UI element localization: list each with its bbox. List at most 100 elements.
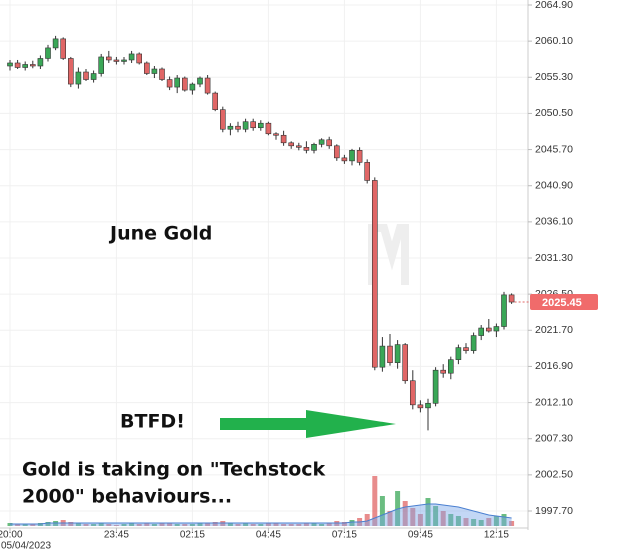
candle-body [394, 344, 401, 363]
volume-bar [463, 518, 469, 526]
candle-body [333, 145, 340, 159]
volume-bar [91, 524, 97, 526]
volume-bar [471, 519, 477, 526]
candle-body [478, 327, 485, 336]
volume-bar [410, 508, 416, 526]
note-line: Gold is taking on "Techstock [22, 459, 326, 481]
volume-bar [98, 523, 104, 526]
volume-bar [288, 524, 294, 526]
candle-body [159, 68, 165, 80]
last-price-label: 2025.45 [542, 297, 582, 309]
candle-body [326, 139, 333, 147]
volume-bar [144, 523, 150, 526]
candle-body [303, 147, 310, 151]
volume-bar [45, 522, 51, 526]
volume-bar [402, 501, 408, 526]
volume-bar [372, 476, 378, 526]
candle-body [45, 47, 51, 59]
volume-bar [174, 524, 180, 526]
volume-bar [303, 523, 309, 526]
volume-bar [509, 521, 515, 526]
candle-body [311, 144, 317, 151]
candle-body [501, 294, 507, 327]
candle-body [166, 79, 173, 88]
volume-panel [7, 476, 515, 526]
candle-body [508, 294, 515, 303]
candle-body [364, 162, 371, 181]
volume-bar [243, 523, 249, 526]
candle-body [136, 53, 142, 64]
volume-bar [455, 516, 461, 526]
y-tick-label: 2002.50 [535, 469, 573, 481]
candle-body [387, 345, 393, 363]
volume-bar [440, 511, 446, 526]
candle-body [90, 73, 97, 80]
volume-bar [106, 524, 112, 526]
volume-bar [364, 514, 370, 526]
volume-bar [212, 522, 218, 526]
volume-bar [250, 524, 256, 526]
volume-bar [159, 523, 165, 526]
candle-body [52, 38, 59, 49]
x-tick-label: 20:00 [0, 530, 23, 541]
candle-body [7, 62, 13, 67]
volume-bar [501, 514, 507, 526]
arrow [220, 410, 396, 438]
candles [7, 35, 515, 431]
volume-bar [478, 520, 484, 526]
candle-body [288, 142, 295, 147]
candle-body [98, 56, 104, 74]
y-tick-label: 2060.10 [535, 35, 573, 47]
y-tick-label: 2055.30 [535, 71, 573, 83]
candle-body [470, 335, 477, 351]
y-tick-label: 2050.50 [535, 107, 573, 119]
y-tick-label: 1997.70 [535, 505, 573, 517]
candle-body [144, 62, 150, 74]
volume-bar [341, 522, 347, 526]
candle-body [235, 125, 241, 130]
volume-bar [121, 524, 127, 526]
note-line: 2000" behaviours... [22, 486, 232, 508]
volume-bar [349, 520, 355, 526]
x-tick-label: 02:15 [180, 530, 205, 541]
volume-bar [75, 523, 81, 526]
volume-bar [68, 522, 74, 526]
y-tick-label: 2036.10 [535, 216, 573, 228]
candle-body [455, 347, 462, 360]
volume-bar [167, 523, 173, 526]
candle-body [204, 77, 211, 94]
candle-body [432, 369, 439, 404]
candle-body [22, 64, 29, 68]
x-tick-label: 04:45 [256, 530, 281, 541]
volume-bar [319, 524, 325, 526]
volume-ma-line [10, 503, 512, 525]
volume-bar [227, 523, 233, 526]
volume-bar [265, 523, 271, 526]
candle-body [257, 122, 264, 129]
candle-body [371, 180, 378, 368]
volume-bar [15, 524, 21, 526]
candle-body [227, 125, 234, 130]
y-tick-label: 2045.70 [535, 143, 573, 155]
volume-bar [281, 524, 287, 526]
volume-bar [326, 523, 332, 526]
candle-body [113, 59, 120, 62]
candle-body [60, 38, 67, 59]
candle-body [295, 145, 302, 148]
annotation: BTFD! [120, 411, 185, 433]
candle-body [447, 359, 454, 374]
candle-body [197, 77, 203, 85]
volume-bar [189, 524, 195, 526]
y-tick-label: 2021.70 [535, 324, 573, 336]
volume-bar [425, 498, 431, 526]
candle-body [356, 150, 363, 163]
volume-bar [433, 506, 439, 526]
candle-body [265, 122, 272, 135]
annotation: June Gold [108, 223, 212, 245]
candle-body [425, 403, 431, 409]
candle-body [68, 58, 74, 85]
volume-bar [379, 496, 385, 526]
candle-body [280, 134, 287, 144]
volume-bar [258, 524, 264, 526]
